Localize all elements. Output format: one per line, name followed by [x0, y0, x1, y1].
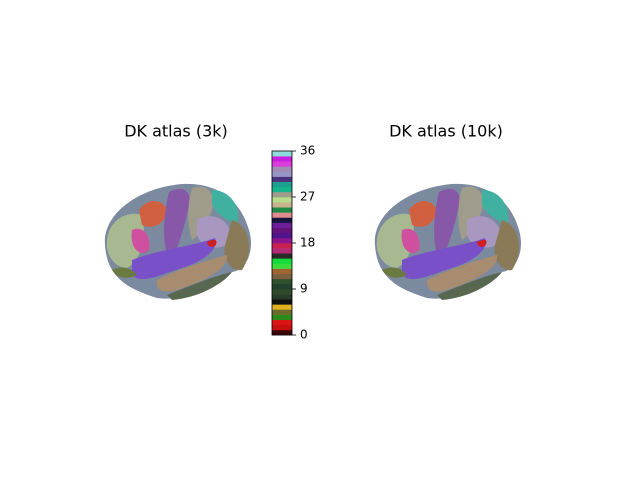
colorbar-segment: [272, 181, 292, 188]
colorbar-segment: [272, 217, 292, 223]
colorbar-segment: [272, 227, 292, 234]
colorbar-segment: [272, 197, 292, 203]
colorbar-segment: [272, 212, 292, 218]
colorbar-segment: [272, 304, 292, 310]
panel-title: DK atlas (10k): [389, 122, 503, 141]
colorbar-segment: [272, 156, 292, 162]
colorbar-segment: [272, 263, 292, 269]
colorbar-segment: [272, 248, 292, 254]
colorbar-segment: [272, 314, 292, 320]
colorbar-tick-label: 27: [300, 190, 315, 204]
colorbar-segment: [272, 329, 292, 336]
colorbar-segment: [272, 243, 292, 249]
colorbar-segment: [272, 324, 292, 331]
colorbar-segment: [272, 161, 292, 167]
colorbar-segment: [272, 176, 292, 182]
colorbar-segment: [272, 237, 292, 244]
colorbar-segment: [272, 278, 292, 285]
brain-surface: [104, 183, 252, 300]
colorbar-segment: [272, 319, 292, 326]
colorbar-segment: [272, 299, 292, 305]
colorbar-tick-label: 0: [300, 328, 308, 342]
colorbar-segment: [272, 151, 292, 157]
colorbar-segment: [272, 258, 292, 264]
colorbar-segment: [272, 166, 292, 172]
colorbar-segment: [272, 207, 292, 213]
colorbar-segment: [272, 283, 292, 290]
colorbar-segment: [272, 171, 292, 177]
panel-title: DK atlas (3k): [124, 122, 228, 141]
colorbar-segment: [272, 273, 292, 280]
colorbar-segment: [272, 294, 292, 300]
brain-surface: [374, 183, 522, 300]
colorbar-segment: [272, 289, 292, 295]
colorbar-segment: [272, 268, 292, 274]
colorbar-tick-label: 9: [300, 282, 308, 296]
colorbar-tick-label: 18: [300, 236, 315, 250]
colorbar-segment: [272, 186, 292, 193]
colorbar-tick-label: 36: [300, 144, 315, 158]
colorbar-segment: [272, 202, 292, 208]
colorbar-segment: [272, 191, 292, 198]
colorbar-segment: [272, 232, 292, 239]
colorbar-segment: [272, 222, 292, 228]
colorbar-segment: [272, 309, 292, 315]
colorbar-segment: [272, 253, 292, 259]
